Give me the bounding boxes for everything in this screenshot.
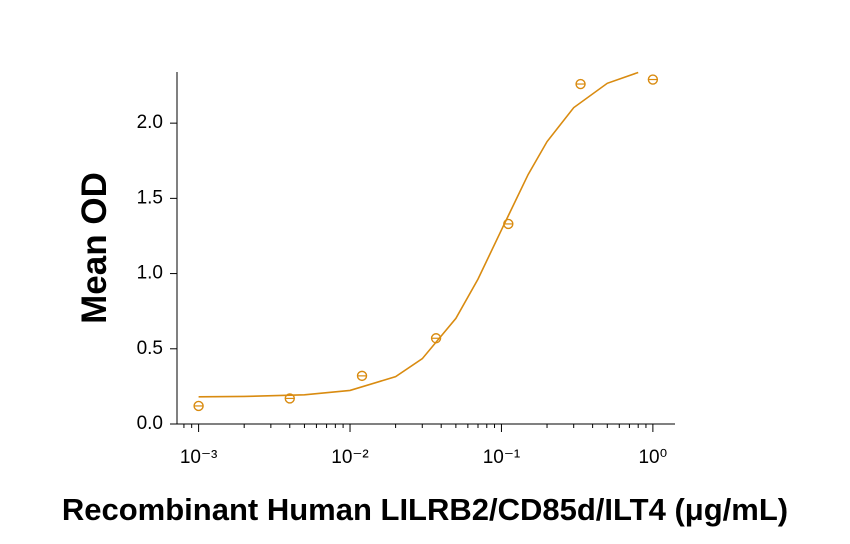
x-tick-label: 10⁻² <box>331 447 369 468</box>
y-tick-label: 0.0 <box>137 413 163 434</box>
y-tick-label: 1.0 <box>137 263 163 284</box>
x-axis-label: Recombinant Human LILRB2/CD85d/ILT4 (μg/… <box>62 492 788 527</box>
y-axis-label: Mean OD <box>75 172 114 324</box>
x-tick-label: 10⁻³ <box>180 447 218 468</box>
x-tick-label: 10⁰ <box>638 447 667 468</box>
x-tick-label: 10⁻¹ <box>483 447 521 468</box>
y-tick-label: 1.5 <box>137 187 163 208</box>
y-tick-label: 2.0 <box>137 112 163 133</box>
fit-curve <box>198 71 639 398</box>
y-tick-label: 0.5 <box>137 338 163 359</box>
